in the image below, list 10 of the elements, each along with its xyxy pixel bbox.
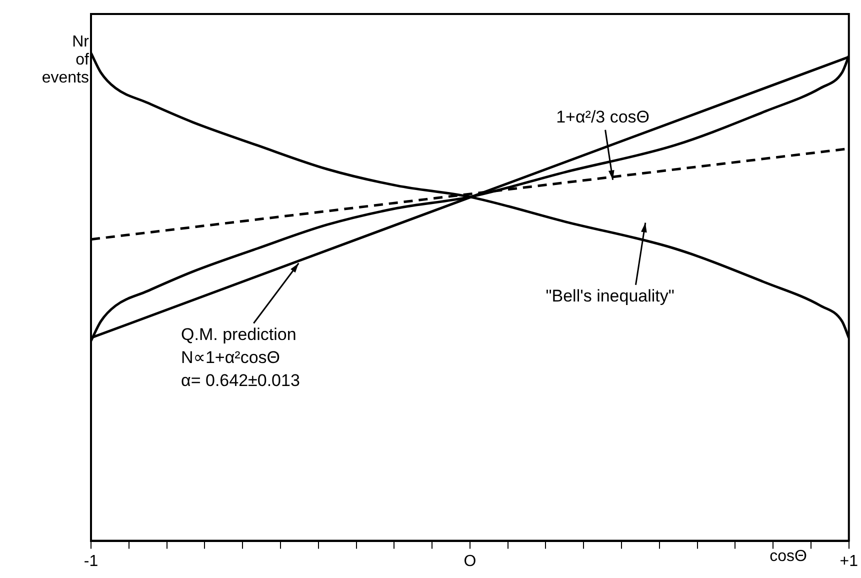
x-tick-label: +1 bbox=[840, 552, 858, 570]
annotation: Q.M. prediction bbox=[181, 324, 296, 344]
y-axis-title: Nr of events bbox=[42, 33, 90, 86]
annotation: "Bell's inequality" bbox=[546, 286, 674, 306]
annotation: 1+α²/3 cosΘ bbox=[556, 108, 650, 127]
x-tick-label: O bbox=[464, 552, 476, 570]
annotation: N∝1+α²cosΘ bbox=[181, 348, 280, 367]
x-tick-label: -1 bbox=[84, 552, 98, 570]
annotation: α= 0.642±0.013 bbox=[181, 370, 300, 390]
x-axis-title: cosΘ bbox=[770, 548, 807, 566]
